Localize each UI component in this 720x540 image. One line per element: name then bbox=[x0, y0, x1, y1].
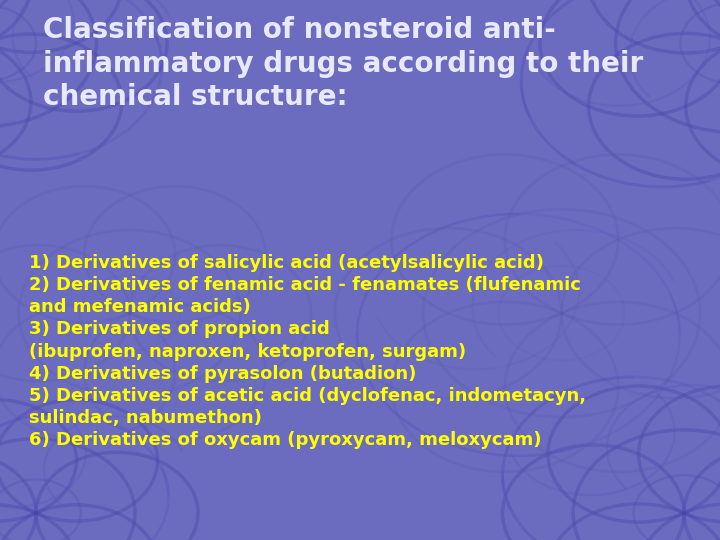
Text: Classification of nonsteroid anti-
inflammatory drugs according to their
chemica: Classification of nonsteroid anti- infla… bbox=[43, 16, 644, 111]
Text: 1) Derivatives of salicylic acid (acetylsalicylic acid)
2) Derivatives of fenami: 1) Derivatives of salicylic acid (acetyl… bbox=[29, 254, 586, 449]
